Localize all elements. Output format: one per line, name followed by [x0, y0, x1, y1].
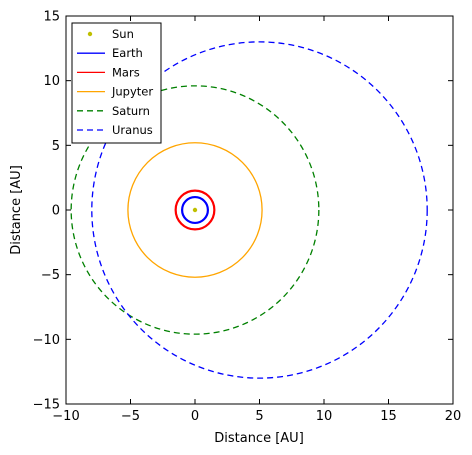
x-tick-label: 0	[191, 409, 199, 424]
x-tick-label: 20	[445, 409, 462, 424]
earth-orbit	[181, 195, 210, 225]
legend-item-mars: Mars	[77, 65, 140, 79]
legend-label: Earth	[112, 46, 143, 60]
x-tick-label: −5	[121, 409, 140, 424]
y-tick-label: −10	[33, 333, 60, 348]
y-tick-label: 0	[52, 204, 60, 219]
mars-orbit	[174, 189, 216, 231]
legend-item-sun: Sun	[87, 27, 134, 41]
legend-label: Jupyter	[111, 85, 153, 99]
legend-box	[71, 22, 162, 144]
legend: Sun Earth Mars Jupyter Saturn Uranus	[71, 22, 162, 144]
x-tick-label: 5	[255, 409, 263, 424]
y-tick-label: 10	[43, 74, 60, 89]
x-tick-label: 10	[316, 409, 333, 424]
x-tick-label: 15	[380, 409, 397, 424]
x-tick-label: −10	[52, 409, 79, 424]
uranus-orbit	[91, 41, 428, 379]
sun-point	[192, 207, 198, 213]
legend-label: Saturn	[112, 104, 150, 118]
legend-item-jupyter: Jupyter	[77, 85, 153, 99]
legend-item-saturn: Saturn	[77, 104, 150, 118]
legend-item-earth: Earth	[77, 46, 143, 60]
saturn-orbit	[70, 85, 320, 335]
legend-item-uranus: Uranus	[77, 123, 153, 137]
y-tick-label: −5	[41, 268, 60, 283]
y-tick-label: −15	[33, 398, 60, 413]
legend-marker	[87, 31, 93, 37]
jupyter-orbit	[127, 142, 263, 278]
legend-label: Mars	[112, 65, 140, 79]
y-axis-label: Distance [AU]	[9, 165, 24, 255]
x-axis-label: Distance [AU]	[214, 431, 304, 446]
legend-label: Sun	[112, 27, 134, 41]
y-tick-label: 15	[43, 10, 60, 25]
legend-label: Uranus	[112, 123, 153, 137]
y-tick-label: 5	[52, 139, 60, 154]
orbit-lines	[70, 41, 428, 379]
